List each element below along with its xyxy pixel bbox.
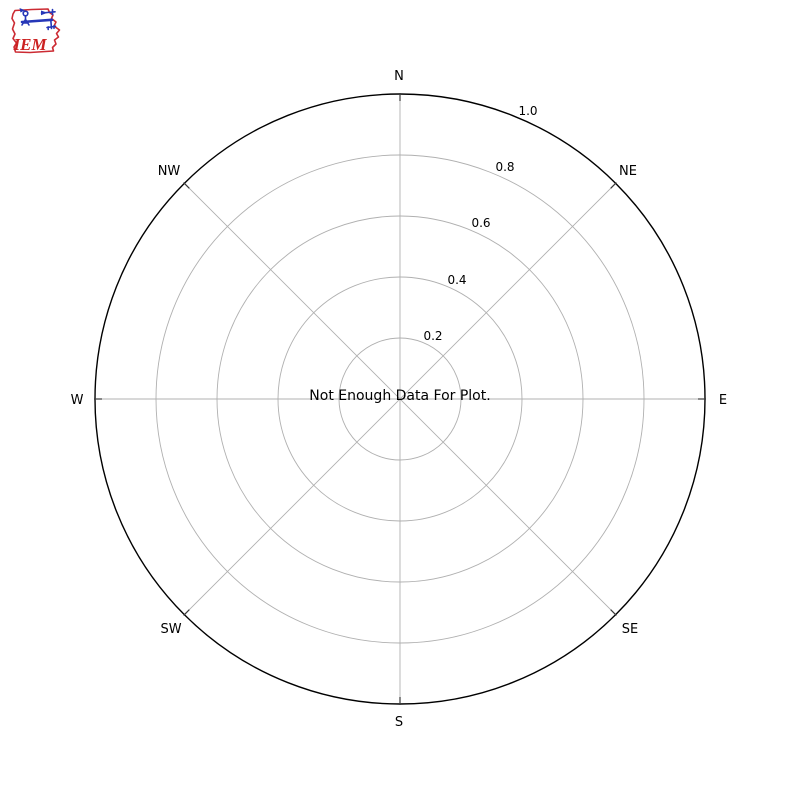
dir-label-n: N [394,69,404,84]
radial-tick-labels: 0.2 0.4 0.6 0.8 1.0 [423,104,537,343]
dir-label-s: S [395,715,403,730]
r-label-0.4: 0.4 [447,273,466,287]
no-data-message: Not Enough Data For Plot. [309,388,490,404]
spoke-nw-se [183,182,617,616]
iem-logo: IEM [11,8,61,54]
dir-label-se: SE [622,622,638,637]
r-label-0.6: 0.6 [471,216,490,230]
dir-label-ne: NE [619,164,637,179]
dir-label-w: W [71,393,84,408]
logo-text: IEM [13,35,48,54]
r-label-1.0: 1.0 [518,104,537,118]
weathervane-icon [19,8,57,31]
direction-labels: N NE E SE S SW W NW [71,69,728,730]
dir-label-e: E [719,393,727,408]
polar-grid [94,93,706,705]
dir-label-nw: NW [158,164,181,179]
r-label-0.2: 0.2 [423,329,442,343]
dir-label-sw: SW [160,622,181,637]
r-label-0.8: 0.8 [495,160,514,174]
rim-ticks [94,93,706,705]
